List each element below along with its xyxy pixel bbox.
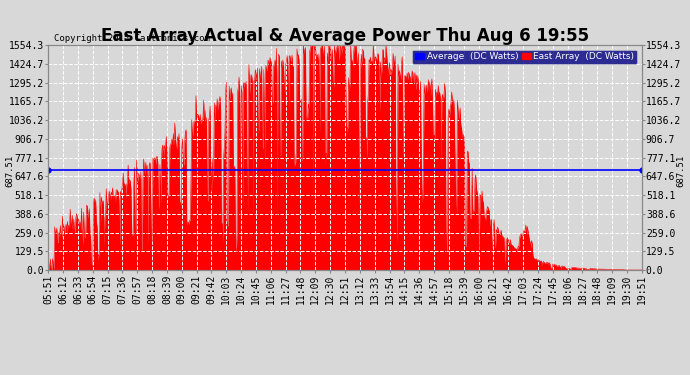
Text: 687.51: 687.51 — [5, 154, 14, 187]
Text: Copyright 2015 Cartronics.com: Copyright 2015 Cartronics.com — [55, 34, 210, 43]
Title: East Array Actual & Average Power Thu Aug 6 19:55: East Array Actual & Average Power Thu Au… — [101, 27, 589, 45]
Text: 687.51: 687.51 — [676, 154, 685, 187]
Legend: Average  (DC Watts), East Array  (DC Watts): Average (DC Watts), East Array (DC Watts… — [412, 50, 637, 64]
